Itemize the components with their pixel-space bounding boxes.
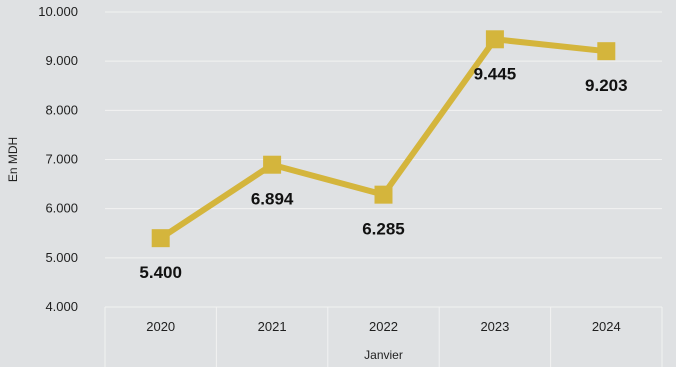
gridlines [104,11,663,367]
y-tick-label: 9.000 [45,53,78,68]
x-tick-label: 2021 [258,319,287,334]
data-point-marker [374,185,393,204]
x-tick-label: 2024 [592,319,621,334]
data-labels: 5.400 6.894 6.285 9.445 9.203 [139,64,627,282]
data-label: 6.894 [251,190,294,209]
data-label: 9.445 [474,64,517,83]
y-tick-label: 6.000 [45,201,78,216]
data-label: 5.400 [139,263,182,282]
y-tick-label: 7.000 [45,152,78,167]
y-tick-label: 4.000 [45,299,78,314]
y-tick-label: 10.000 [38,4,78,19]
x-tick-label: 2020 [146,319,175,334]
y-tick-label: 5.000 [45,250,78,265]
data-point-marker [151,229,170,248]
data-point-marker [263,155,282,174]
data-point-marker [485,30,504,49]
x-tick-label: 2022 [369,319,398,334]
data-label: 6.285 [362,220,405,239]
y-axis: 4.000 5.000 6.000 7.000 8.000 9.000 10.000 [38,4,78,314]
series [151,30,616,248]
data-point-marker [597,42,616,61]
x-axis: 2020 2021 2022 2023 2024 [146,319,621,334]
y-tick-label: 8.000 [45,102,78,117]
y-axis-title: En MDH [6,137,20,182]
data-label: 9.203 [585,76,628,95]
x-tick-label: 2023 [480,319,509,334]
x-axis-title: Janvier [364,348,403,362]
